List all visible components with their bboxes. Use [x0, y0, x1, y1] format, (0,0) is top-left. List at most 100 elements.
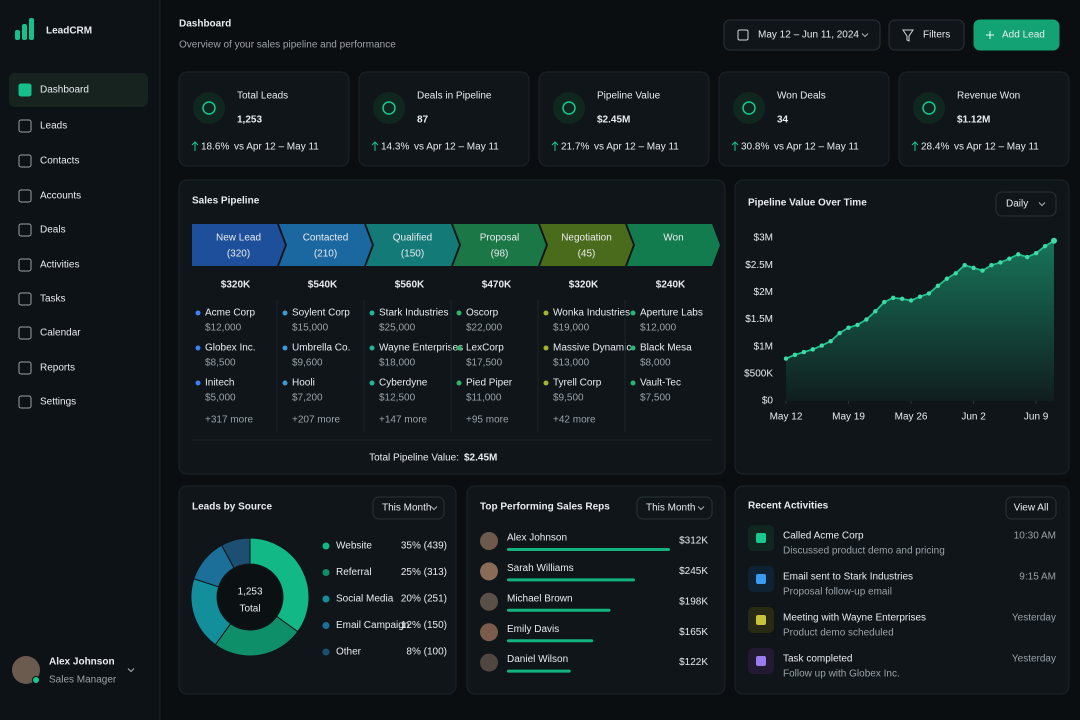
- rep-name: Emily Davis: [507, 624, 559, 635]
- nav-item[interactable]: Calendar: [40, 328, 81, 339]
- nav-item[interactable]: Deals: [40, 225, 66, 236]
- period-dropdown[interactable]: [636, 496, 713, 520]
- stage-count: (320): [227, 249, 250, 260]
- nav-item[interactable]: Dashboard: [40, 85, 89, 96]
- more-link[interactable]: +42 more: [553, 415, 596, 426]
- deal-name: LexCorp: [466, 343, 504, 354]
- activity-desc: Discussed product demo and pricing: [783, 546, 945, 557]
- kpi-change: 28.4%: [921, 142, 949, 153]
- deal-amount: $9,500: [553, 393, 584, 404]
- deal-amount: $12,000: [640, 323, 677, 334]
- kpi-icon: [742, 101, 756, 115]
- activity-icon: [756, 615, 766, 625]
- point: [989, 262, 994, 268]
- chevron-icon: [430, 506, 438, 511]
- view-all-button[interactable]: [1005, 496, 1057, 520]
- activity-time: Yesterday: [1012, 654, 1056, 665]
- deal-name: Pied Piper: [466, 378, 513, 389]
- deal-name: Aperture Labs: [640, 308, 703, 319]
- stage-chevron: [279, 224, 372, 266]
- rep-name: Daniel Wilson: [507, 654, 568, 665]
- kpi-period: vs Apr 12 – May 11: [234, 142, 319, 153]
- legend-value: 25% (313): [401, 567, 447, 578]
- nav-item[interactable]: Settings: [40, 397, 76, 408]
- stage-name: New Lead: [216, 233, 261, 244]
- deal-dot: [630, 380, 636, 386]
- legend-dot: [322, 595, 330, 603]
- kpi-icon-bg: [373, 92, 405, 124]
- stage-value: $470K: [482, 280, 512, 291]
- deal-amount: $19,000: [553, 323, 590, 334]
- user-avatar: [12, 656, 40, 684]
- logo-bar: [15, 30, 20, 40]
- more-link[interactable]: +317 more: [205, 415, 254, 426]
- stage-value: $320K: [569, 280, 599, 291]
- view-all-label[interactable]: View All: [1014, 503, 1049, 514]
- dropdown-label: This Month: [646, 503, 695, 514]
- point: [908, 298, 914, 303]
- activity-icon: [756, 533, 766, 543]
- nav-item[interactable]: Activities: [40, 260, 79, 271]
- stage-count: (98): [491, 249, 509, 260]
- deal-name: Cyberdyne: [379, 378, 428, 389]
- stage-value: $240K: [656, 280, 686, 291]
- kpi-period: vs Apr 12 – May 11: [774, 142, 859, 153]
- point: [926, 291, 932, 296]
- deal-amount: $12,500: [379, 393, 416, 404]
- panel-title: Recent Activities: [748, 501, 829, 512]
- stage-chevron: [366, 224, 459, 266]
- rep-value: $245K: [679, 566, 708, 577]
- date-range-button[interactable]: [723, 19, 881, 51]
- nav-item[interactable]: Accounts: [40, 191, 81, 202]
- user-name: Alex Johnson: [49, 657, 115, 668]
- kpi-card: [538, 71, 710, 167]
- stage-name: Contacted: [303, 233, 349, 244]
- kpi-value: $1.12M: [957, 115, 990, 126]
- deal-name: Wonka Industries: [553, 308, 630, 319]
- filters-button[interactable]: [888, 19, 965, 51]
- dropdown-label: Daily: [1006, 199, 1028, 210]
- more-link[interactable]: +207 more: [292, 415, 341, 426]
- interval-dropdown[interactable]: [995, 191, 1057, 217]
- point: [953, 271, 958, 276]
- user-status: [32, 676, 40, 684]
- period-dropdown[interactable]: [372, 496, 445, 520]
- deal-dot: [456, 345, 462, 351]
- more-link[interactable]: +147 more: [379, 415, 428, 426]
- deal-name: Soylent Corp: [292, 308, 350, 319]
- nav-icon: [18, 189, 32, 203]
- rep-name: Sarah Williams: [507, 563, 574, 574]
- kpi-label: Pipeline Value: [597, 91, 661, 102]
- deal-name: Wayne Enterprises: [379, 343, 463, 354]
- up-arrow: [371, 141, 379, 151]
- point: [917, 294, 923, 299]
- more-link[interactable]: +95 more: [466, 415, 509, 426]
- donut-center-label: Total: [239, 604, 260, 615]
- x-tick-label: Jun 9: [1024, 412, 1049, 423]
- nav-item[interactable]: Contacts: [40, 156, 79, 167]
- plus-icon: [986, 31, 994, 39]
- activity-title: Task completed: [783, 654, 852, 665]
- point: [899, 296, 905, 302]
- bar: [507, 608, 611, 612]
- activity-title: Called Acme Corp: [783, 531, 864, 542]
- point: [819, 343, 824, 348]
- legend-value: 35% (439): [401, 541, 447, 552]
- nav-active[interactable]: [9, 73, 148, 107]
- kpi-icon-bg: [913, 92, 945, 124]
- nav-item[interactable]: Leads: [40, 121, 67, 132]
- y-tick-label: $1.5M: [745, 314, 773, 325]
- point: [882, 299, 887, 305]
- nav-item[interactable]: Reports: [40, 363, 75, 374]
- add-lead-button[interactable]: [973, 19, 1060, 51]
- deal-dot: [543, 310, 549, 316]
- nav-item[interactable]: Tasks: [40, 294, 66, 305]
- deal-dot: [369, 345, 375, 351]
- legend-label: Email Campaign: [336, 620, 409, 631]
- user-role: Sales Manager: [49, 675, 117, 686]
- legend-dot: [322, 542, 330, 550]
- chevron-icon: [697, 506, 705, 511]
- chart-title: Pipeline Value Over Time: [748, 198, 867, 209]
- kpi-label: Revenue Won: [957, 91, 1020, 102]
- kpi-change: 14.3%: [381, 142, 409, 153]
